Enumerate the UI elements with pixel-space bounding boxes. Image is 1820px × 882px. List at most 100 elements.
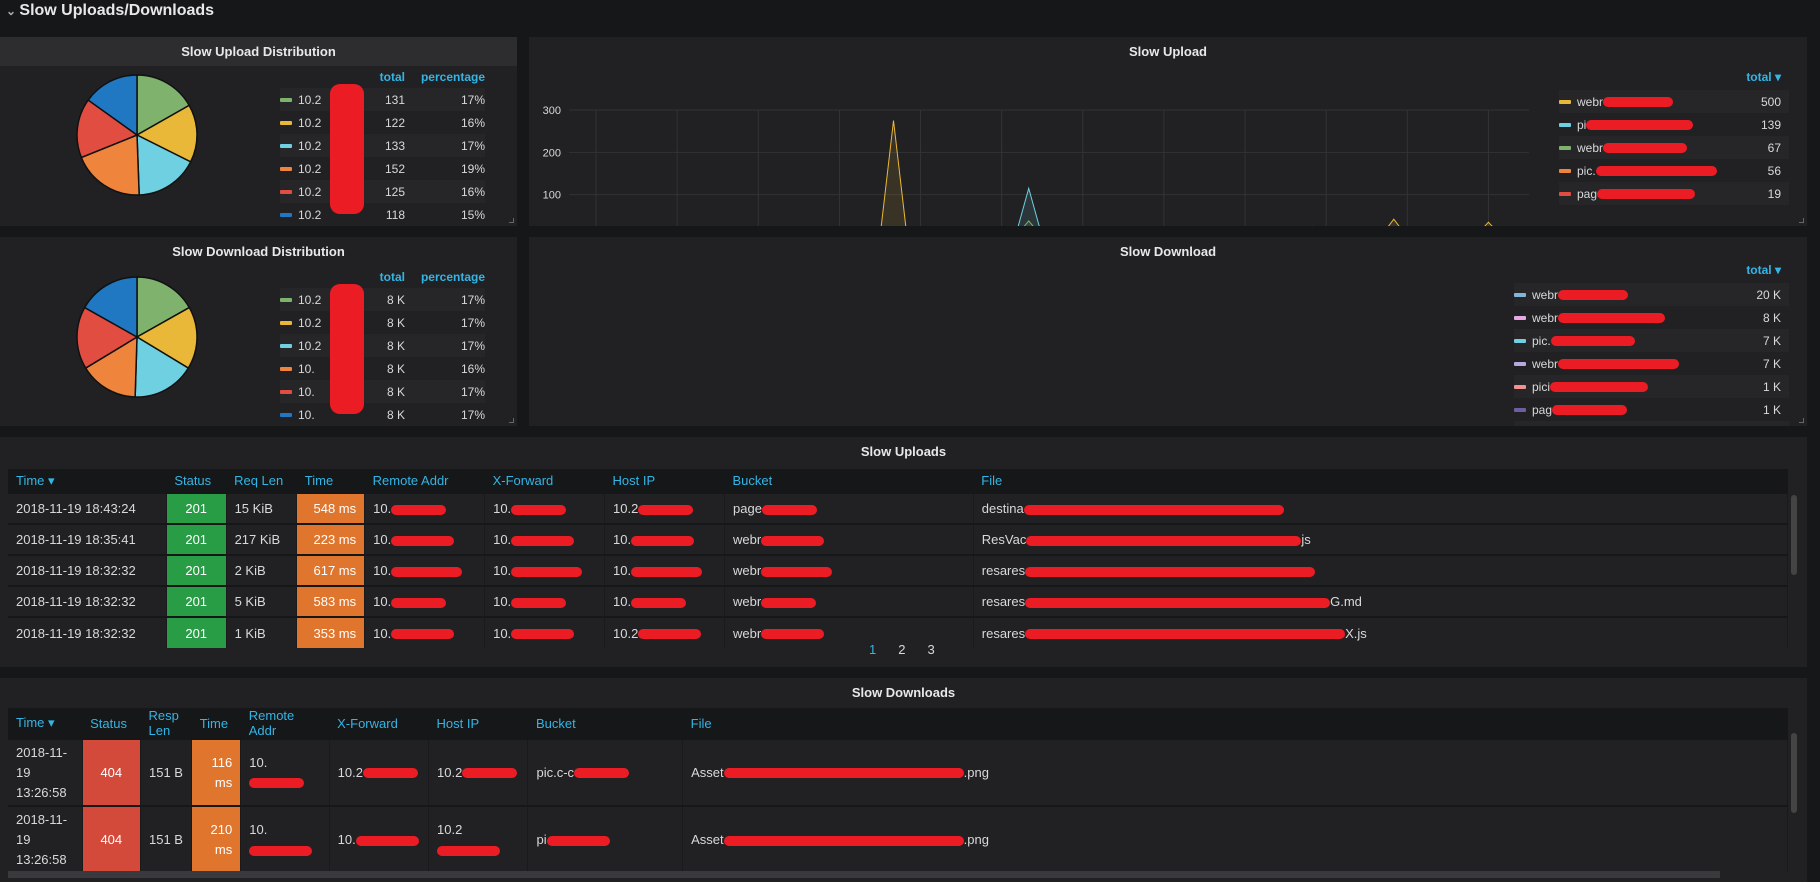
legend-item[interactable]: 10. 8 K 17% xyxy=(280,380,485,403)
column-header[interactable]: Bucket xyxy=(724,469,974,493)
panel-title[interactable]: Slow Download Distribution xyxy=(172,244,345,259)
pie-slice[interactable] xyxy=(83,276,138,339)
column-header[interactable]: Req Len xyxy=(226,469,297,493)
legend-sort-total[interactable]: total ▾ xyxy=(1746,263,1781,277)
legend-item[interactable]: webr 20 K xyxy=(1514,283,1789,306)
horizontal-scrollbar[interactable] xyxy=(8,871,1720,878)
pie-slice[interactable] xyxy=(87,74,138,137)
column-header[interactable]: Remote Addr xyxy=(240,708,330,739)
column-header[interactable]: Host IP xyxy=(604,469,725,493)
legend-item[interactable]: pici 1 K xyxy=(1514,375,1789,398)
legend-item[interactable]: 10.2 8 K 17% xyxy=(280,288,485,311)
series-line[interactable] xyxy=(569,220,1529,226)
pie-slice[interactable] xyxy=(136,276,191,339)
table-row[interactable]: 2018-11-19 18:32:32 201 2 KiB 617 ms 10. 10. 1… xyxy=(8,554,1789,586)
legend-col-percentage[interactable]: percentage xyxy=(420,70,485,84)
resize-handle[interactable] xyxy=(1799,418,1804,423)
legend-item[interactable]: 10.2 8 K 17% xyxy=(280,311,485,334)
pie-slice[interactable] xyxy=(135,104,198,163)
legend-item[interactable]: 10.2 133 17% xyxy=(280,134,485,157)
legend-item[interactable]: webr 7 K xyxy=(1514,352,1789,375)
legend-item[interactable]: pic. 56 xyxy=(1559,159,1789,182)
legend-item[interactable]: 10.2 8 K 17% xyxy=(280,334,485,357)
table-cell: 2018-11-19 18:32:32 xyxy=(8,554,167,586)
column-header[interactable]: Status xyxy=(82,708,141,739)
legend-label: pici xyxy=(1532,380,1763,394)
page-link[interactable]: 1 xyxy=(869,642,877,657)
table-row[interactable]: 2018-11-19 18:43:24 201 15 KiB 548 ms 10. 10.… xyxy=(8,492,1789,524)
column-header[interactable]: Remote Addr xyxy=(364,469,485,493)
legend-item[interactable]: 10.2 122 16% xyxy=(280,111,485,134)
series-line[interactable] xyxy=(569,120,1529,226)
column-header[interactable]: Resp Len xyxy=(140,708,192,739)
column-header[interactable]: Status xyxy=(166,469,227,493)
legend-sort-total[interactable]: total ▾ xyxy=(1746,70,1781,84)
table-row[interactable]: 2018-11-19 18:32:32 201 5 KiB 583 ms 10. 10. 1… xyxy=(8,585,1789,617)
column-header[interactable]: X-Forward xyxy=(484,469,605,493)
legend-col-percentage[interactable]: percentage xyxy=(420,270,485,284)
legend-item[interactable]: pag 1 K xyxy=(1514,398,1789,421)
legend-item[interactable]: 10. 8 K 17% xyxy=(280,403,485,426)
series-color-swatch xyxy=(1559,99,1571,104)
redaction-mark xyxy=(511,597,567,608)
column-header[interactable]: X-Forward xyxy=(329,708,429,739)
column-header[interactable]: Time xyxy=(191,708,241,739)
column-header[interactable]: Time ▾ xyxy=(8,708,83,739)
table-cell: 404 xyxy=(82,805,142,873)
legend-col-total[interactable]: total xyxy=(379,70,405,84)
legend-item[interactable]: 10.2 131 17% xyxy=(280,88,485,111)
panel-title[interactable]: Slow Downloads xyxy=(851,685,956,700)
panel-title[interactable]: Slow Upload Distribution xyxy=(0,37,517,66)
panel-title[interactable]: Slow Uploads xyxy=(860,444,947,459)
pie-slice[interactable] xyxy=(134,335,190,398)
table-row[interactable]: 2018-11-19 18:32:32 201 1 KiB 353 ms 10. 10. 1… xyxy=(8,616,1789,648)
scrollbar[interactable] xyxy=(1791,495,1797,575)
row-header[interactable]: ⌄ Slow Uploads/Downloads xyxy=(6,2,215,19)
panel-title[interactable]: Slow Download xyxy=(1119,244,1217,259)
redaction-mark xyxy=(249,778,305,789)
legend-percentage: 17% xyxy=(460,138,485,153)
pie-slice[interactable] xyxy=(84,335,138,398)
legend-item[interactable]: pic. 7 K xyxy=(1514,329,1789,352)
legend-item[interactable]: pi 139 xyxy=(1559,113,1789,136)
page-link[interactable]: 3 xyxy=(927,642,935,657)
panel-title[interactable]: Slow Upload xyxy=(1129,44,1207,59)
legend-item[interactable]: webr 67 xyxy=(1559,136,1789,159)
column-header[interactable]: Bucket xyxy=(527,708,683,739)
legend-label: 10. xyxy=(298,407,315,422)
scrollbar[interactable] xyxy=(1791,733,1797,813)
legend-item[interactable]: 10.2 125 16% xyxy=(280,180,485,203)
legend-item[interactable]: webr 500 xyxy=(1559,90,1789,113)
series-line[interactable] xyxy=(569,186,1529,226)
pie-slice[interactable] xyxy=(76,306,139,370)
legend-col-total[interactable]: total xyxy=(379,270,405,284)
legend-item[interactable]: COM525 xyxy=(1514,421,1789,426)
legend-item[interactable]: webr 8 K xyxy=(1514,306,1789,329)
pie-slice[interactable] xyxy=(80,133,140,196)
column-header[interactable]: Time ▾ xyxy=(8,469,167,493)
legend-item[interactable]: pag 19 xyxy=(1559,182,1789,205)
redaction-mark xyxy=(723,835,964,846)
column-header[interactable]: Host IP xyxy=(428,708,528,739)
pie-slice[interactable] xyxy=(136,74,191,137)
column-header[interactable]: Time xyxy=(296,469,365,493)
pie-slice[interactable] xyxy=(136,133,192,196)
legend-item[interactable]: 10.2 118 15% xyxy=(280,203,485,226)
column-header[interactable]: File xyxy=(682,708,1788,739)
legend-total: 8 K xyxy=(386,292,405,307)
page-link[interactable]: 2 xyxy=(898,642,906,657)
pie-slice[interactable] xyxy=(76,99,139,159)
resize-handle[interactable] xyxy=(509,418,514,423)
resize-handle[interactable] xyxy=(1799,218,1804,223)
table-row[interactable]: 2018-11-19 13:26:58 404 151 B 116 ms 10. 10.2… xyxy=(8,738,1788,806)
slow-upload-graph-panel: Slow Upload 010020030013:0013:3014:0014:… xyxy=(529,37,1807,226)
pie-slice[interactable] xyxy=(135,306,198,370)
table-row[interactable]: 2018-11-19 13:26:58 404 151 B 210 ms 10. 10. 1… xyxy=(8,805,1788,873)
legend-item[interactable]: 10. 8 K 16% xyxy=(280,357,485,380)
table-cell: 2018-11-19 13:26:58 xyxy=(8,738,83,806)
table-row[interactable]: 2018-11-19 18:35:41 201 217 KiB 223 ms 10. 10… xyxy=(8,523,1789,555)
column-header[interactable]: File xyxy=(973,469,1788,493)
resize-handle[interactable] xyxy=(509,218,514,223)
series-color-swatch xyxy=(280,97,292,102)
legend-item[interactable]: 10.2 152 19% xyxy=(280,157,485,180)
